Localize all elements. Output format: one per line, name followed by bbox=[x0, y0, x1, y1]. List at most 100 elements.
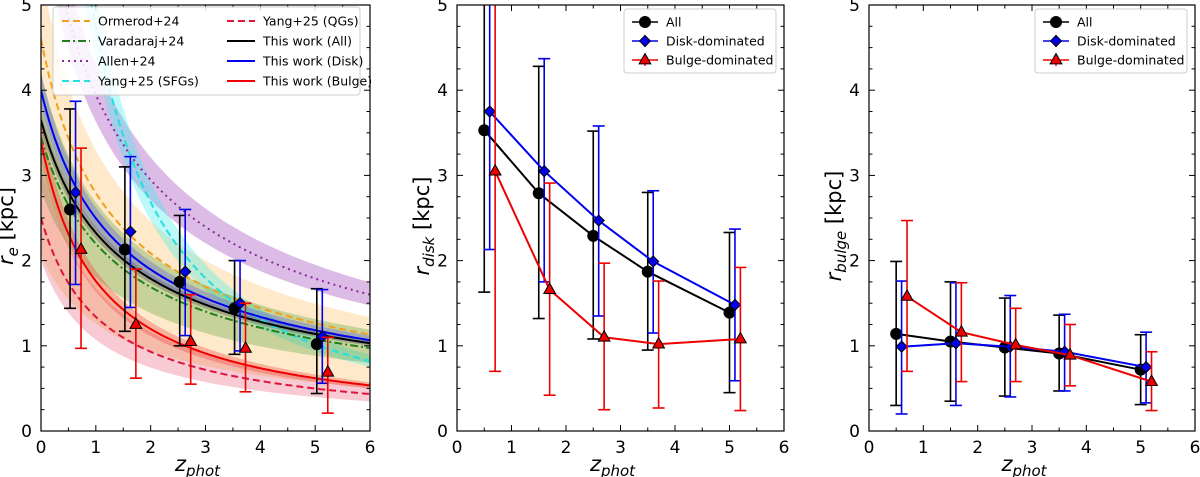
y-tick-label: 0 bbox=[437, 422, 448, 442]
y-tick-label: 2 bbox=[21, 252, 32, 272]
data-point bbox=[1144, 374, 1159, 386]
series-all bbox=[890, 260, 1147, 407]
data-point bbox=[954, 324, 969, 337]
data-point bbox=[895, 340, 908, 353]
data-point bbox=[646, 255, 660, 268]
x-tick-label: 0 bbox=[36, 438, 47, 458]
x-axis-label: zphot bbox=[589, 452, 636, 477]
y-tick-label: 2 bbox=[437, 252, 448, 272]
series-disk-dominated bbox=[895, 280, 1153, 415]
y-tick-label: 1 bbox=[849, 337, 860, 357]
legend-marker bbox=[639, 16, 651, 28]
y-tick-label: 4 bbox=[849, 81, 860, 101]
x-axis-label: zphot bbox=[1000, 452, 1047, 477]
legend-label: Allen+24 bbox=[98, 54, 156, 69]
x-tick-label: 1 bbox=[90, 438, 101, 458]
y-tick-label: 5 bbox=[21, 0, 32, 16]
series-line bbox=[896, 332, 1141, 371]
series-all bbox=[478, 5, 736, 394]
legend-label: Bulge-dominated bbox=[666, 53, 773, 68]
legend-label: Disk-dominated bbox=[1077, 34, 1176, 49]
x-tick-label: 0 bbox=[452, 438, 463, 458]
relation-this-work-disk- bbox=[41, 89, 370, 342]
x-tick-label: 6 bbox=[779, 438, 790, 458]
y-tick-label: 0 bbox=[21, 422, 32, 442]
y-tick-label: 1 bbox=[21, 337, 32, 357]
x-tick-label: 4 bbox=[670, 438, 681, 458]
legend-label: Bulge-dominated bbox=[1077, 53, 1184, 68]
legend-label: This work (All) bbox=[262, 34, 352, 49]
data-point bbox=[597, 329, 611, 342]
legend: Ormerod+24 Varadaraj+24 Allen+24 Yang+25 (S… bbox=[52, 6, 372, 96]
plot-area bbox=[890, 219, 1159, 415]
x-tick-label: 6 bbox=[1190, 438, 1200, 458]
panel-re: 0 1 2 3 4 5 6 0 1 2 3 4 5 zphot re [kpc] Ormerod+24 Vara… bbox=[0, 0, 375, 477]
legend-marker bbox=[1049, 52, 1063, 65]
y-tick-label: 0 bbox=[849, 422, 860, 442]
x-tick-label: 1 bbox=[506, 438, 517, 458]
relation-yang-25-qgs- bbox=[41, 217, 370, 395]
data-point bbox=[129, 316, 143, 329]
series-line bbox=[488, 110, 736, 306]
data-point bbox=[64, 203, 77, 216]
data-point bbox=[532, 187, 545, 200]
y-axis-label: rdisk [kpc] bbox=[410, 177, 438, 276]
legend-label: This work (Bulge) bbox=[262, 74, 372, 89]
x-tick-label: 4 bbox=[1081, 438, 1092, 458]
legend: All Disk-dominated Bulge-dominated bbox=[623, 8, 777, 74]
data-point bbox=[179, 265, 192, 278]
legend-label: All bbox=[1077, 15, 1093, 30]
y-tick-label: 3 bbox=[437, 166, 448, 186]
legend-label: Yang+25 (SFGs) bbox=[97, 74, 199, 89]
x-tick-label: 5 bbox=[310, 438, 321, 458]
x-tick-label: 3 bbox=[200, 438, 211, 458]
data-point bbox=[1008, 337, 1023, 350]
y-axis-label: re [kpc] bbox=[0, 187, 22, 265]
x-axis-label: zphot bbox=[174, 452, 221, 477]
series-all bbox=[64, 108, 323, 395]
plot-area bbox=[478, 5, 748, 412]
data-point bbox=[733, 331, 748, 344]
ticks bbox=[40, 4, 371, 432]
series-disk bbox=[69, 100, 329, 385]
data-point bbox=[537, 164, 551, 178]
data-point bbox=[641, 265, 654, 278]
legend-label: All bbox=[666, 15, 682, 30]
series-line bbox=[906, 295, 1152, 383]
legend-marker bbox=[1049, 34, 1063, 48]
legend-label: Ormerod+24 bbox=[98, 14, 179, 29]
data-point bbox=[900, 288, 914, 301]
series-bulge-dominated bbox=[900, 219, 1159, 412]
y-tick-label: 2 bbox=[849, 252, 860, 272]
x-tick-label: 2 bbox=[972, 438, 983, 458]
relation-this-work-bulge- bbox=[41, 141, 370, 387]
data-point bbox=[321, 364, 335, 377]
y-tick-label: 5 bbox=[849, 0, 860, 16]
legend-box bbox=[52, 6, 361, 96]
band-varadaraj-24 bbox=[41, 72, 370, 364]
legend-box bbox=[1034, 8, 1188, 74]
series-line bbox=[494, 170, 741, 346]
x-tick-label: 2 bbox=[561, 438, 572, 458]
data-point bbox=[74, 242, 88, 254]
data-point bbox=[183, 334, 198, 346]
data-point bbox=[118, 243, 131, 256]
data-point bbox=[651, 336, 666, 349]
data-point bbox=[124, 225, 137, 238]
data-point bbox=[949, 337, 963, 350]
data-point bbox=[542, 282, 557, 294]
y-tick-label: 5 bbox=[437, 0, 448, 16]
data-point bbox=[316, 330, 329, 343]
series-line bbox=[483, 129, 730, 314]
legend-marker bbox=[638, 52, 652, 65]
x-tick-label: 3 bbox=[615, 438, 626, 458]
x-tick-label: 2 bbox=[145, 438, 156, 458]
legend-label: Disk-dominated bbox=[666, 34, 765, 49]
panel-rdisk: 0 1 2 3 4 5 6 0 1 2 3 4 5 zphot rdisk [kpc] All Disk-dom… bbox=[410, 0, 789, 477]
data-point bbox=[238, 340, 253, 353]
data-point bbox=[478, 124, 491, 137]
legend-label: Yang+25 (QGs) bbox=[262, 14, 359, 29]
legend-label: Varadaraj+24 bbox=[98, 34, 184, 49]
panel-rbulge: 0 1 2 3 4 5 6 0 1 2 3 4 5 zphot rbulge [kpc] All Disk-do… bbox=[822, 0, 1200, 477]
